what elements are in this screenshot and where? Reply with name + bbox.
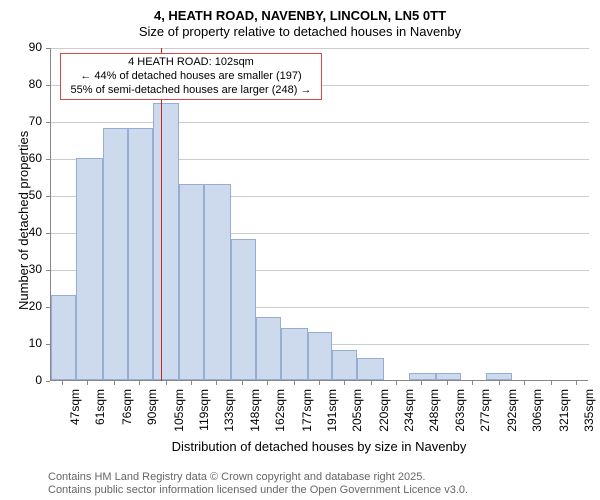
histogram-bar [256,317,281,380]
title-block: 4, HEATH ROAD, NAVENBY, LINCOLN, LN5 0TT… [0,0,600,39]
x-tick [576,381,577,385]
histogram-bar [204,184,231,380]
x-tick-label: 148sqm [248,389,262,439]
x-tick-label: 105sqm [172,389,186,439]
y-tick [46,381,50,382]
x-tick [139,381,140,385]
x-tick-label: 119sqm [197,389,211,439]
x-tick [371,381,372,385]
y-tick-label: 70 [16,114,42,128]
annotation-callout: 4 HEATH ROAD: 102sqm ← 44% of detached h… [60,53,322,100]
x-tick-label: 234sqm [402,389,416,439]
y-tick [46,233,50,234]
x-tick [216,381,217,385]
x-tick [191,381,192,385]
y-tick-label: 90 [16,40,42,54]
gridline [51,122,589,123]
x-tick-label: 248sqm [427,389,441,439]
x-tick [166,381,167,385]
x-tick [267,381,268,385]
x-tick-label: 90sqm [145,389,159,439]
footer-attribution-1: Contains HM Land Registry data © Crown c… [48,471,425,483]
x-tick-label: 263sqm [453,389,467,439]
x-tick [524,381,525,385]
annotation-line-2: ← 44% of detached houses are smaller (19… [66,70,316,84]
x-tick [242,381,243,385]
x-tick-label: 177sqm [300,389,314,439]
gridline [51,48,589,49]
histogram-bar [357,358,384,380]
y-tick-label: 80 [16,77,42,91]
y-tick [46,344,50,345]
x-tick-label: 335sqm [582,389,596,439]
y-tick [46,196,50,197]
y-tick [46,159,50,160]
x-tick [62,381,63,385]
x-tick-label: 205sqm [350,389,364,439]
histogram-bar [179,184,204,380]
x-tick [396,381,397,385]
x-tick-label: 306sqm [530,389,544,439]
x-tick-label: 277sqm [478,389,492,439]
histogram-bar [231,239,256,380]
histogram-bar [308,332,333,380]
x-tick [499,381,500,385]
x-tick [551,381,552,385]
y-tick [46,307,50,308]
histogram-bar [332,350,357,380]
annotation-line-3: 55% of semi-detached houses are larger (… [66,84,316,98]
x-tick-label: 321sqm [557,389,571,439]
histogram-bar [409,373,436,380]
x-tick-label: 220sqm [377,389,391,439]
x-tick [344,381,345,385]
histogram-bar [281,328,308,380]
x-tick-label: 292sqm [505,389,519,439]
x-tick [472,381,473,385]
y-axis-label: Number of detached properties [16,130,31,309]
histogram-bar [153,103,180,381]
x-tick-label: 61sqm [93,389,107,439]
x-tick [421,381,422,385]
x-tick [294,381,295,385]
y-tick-label: 0 [16,373,42,387]
histogram-bar [76,158,103,380]
x-tick-label: 162sqm [273,389,287,439]
x-tick-label: 47sqm [68,389,82,439]
y-tick [46,85,50,86]
x-axis-label: Distribution of detached houses by size … [50,439,588,454]
y-tick [46,270,50,271]
histogram-bar [103,128,128,380]
histogram-bar [436,373,461,380]
x-tick-label: 191sqm [325,389,339,439]
histogram-bar [51,295,76,380]
x-tick [447,381,448,385]
x-tick [319,381,320,385]
x-tick [87,381,88,385]
y-tick [46,48,50,49]
x-tick-label: 133sqm [222,389,236,439]
y-tick [46,122,50,123]
chart-title-1: 4, HEATH ROAD, NAVENBY, LINCOLN, LN5 0TT [0,8,600,23]
y-tick-label: 10 [16,336,42,350]
footer-attribution-2: Contains public sector information licen… [48,484,468,496]
histogram-bar [128,128,153,380]
histogram-chart: 4, HEATH ROAD, NAVENBY, LINCOLN, LN5 0TT… [0,0,600,500]
histogram-bar [486,373,513,380]
x-tick-label: 76sqm [120,389,134,439]
chart-title-2: Size of property relative to detached ho… [0,24,600,39]
annotation-line-1: 4 HEATH ROAD: 102sqm [66,56,316,70]
x-tick [114,381,115,385]
